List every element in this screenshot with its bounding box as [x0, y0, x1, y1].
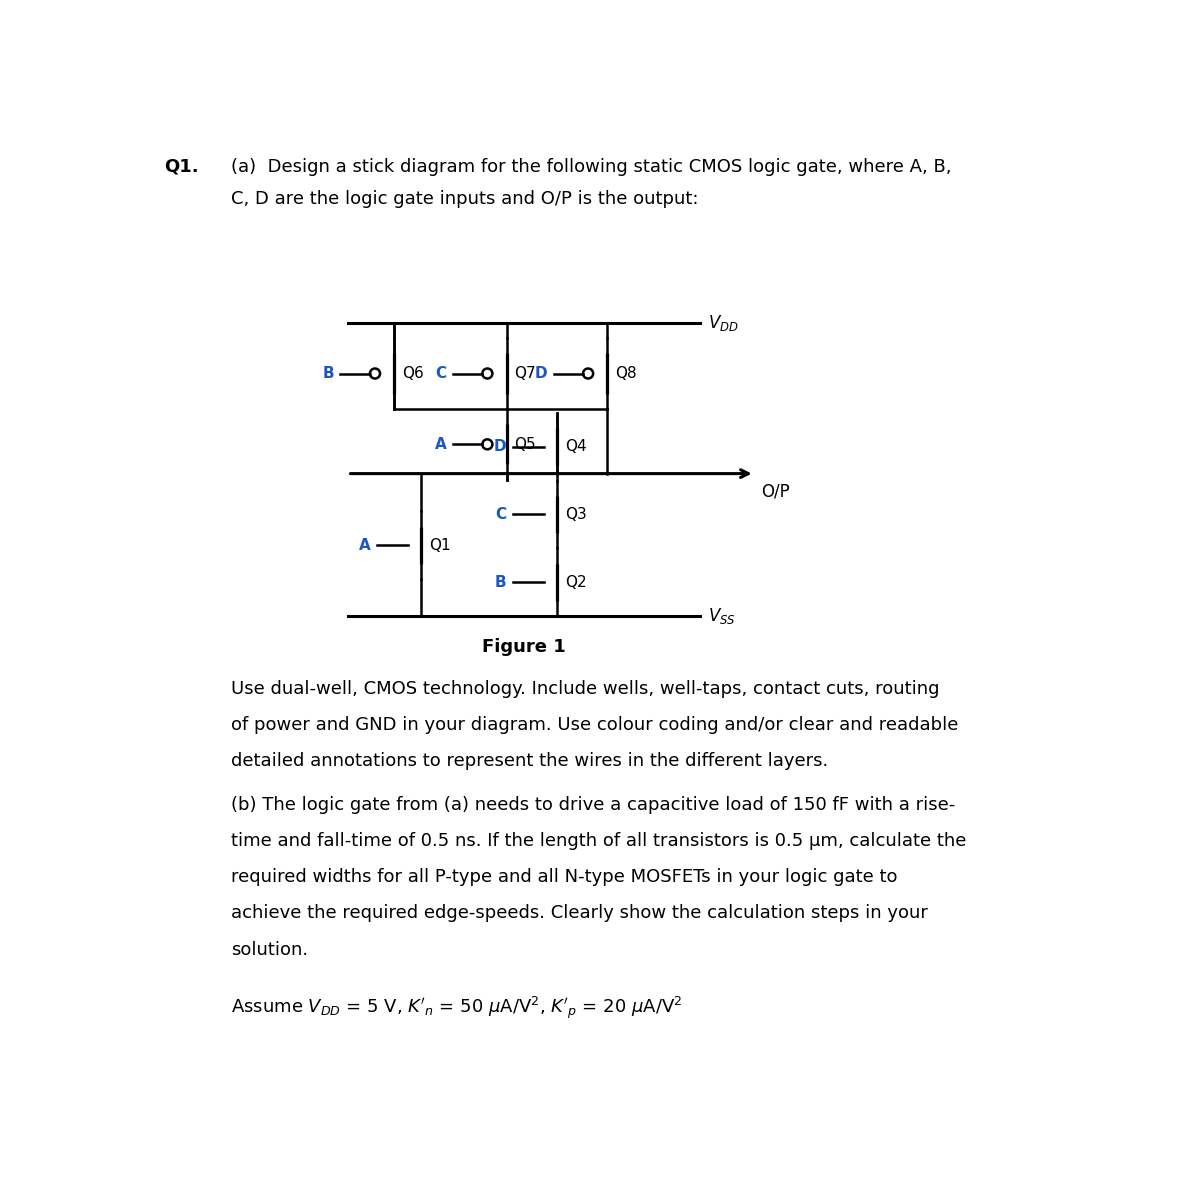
Text: $V_{SS}$: $V_{SS}$ [708, 607, 736, 626]
Text: D: D [535, 367, 547, 381]
Text: C: C [496, 507, 506, 522]
Text: Q7: Q7 [515, 367, 536, 381]
Text: time and fall-time of 0.5 ns. If the length of all transistors is 0.5 μm, calcul: time and fall-time of 0.5 ns. If the len… [232, 832, 967, 850]
Text: required widths for all P-type and all N-type MOSFETs in your logic gate to: required widths for all P-type and all N… [232, 868, 898, 886]
Text: C: C [436, 367, 446, 381]
Text: A: A [434, 437, 446, 451]
Text: B: B [496, 574, 506, 590]
Text: O/P: O/P [761, 482, 790, 500]
Text: B: B [323, 367, 335, 381]
Text: Q3: Q3 [565, 507, 587, 522]
Text: Q1.: Q1. [164, 158, 198, 176]
Text: Use dual-well, CMOS technology. Include wells, well-taps, contact cuts, routing: Use dual-well, CMOS technology. Include … [232, 679, 940, 698]
Text: $V_{DD}$: $V_{DD}$ [708, 314, 739, 333]
Text: Q2: Q2 [565, 574, 587, 590]
Text: Q6: Q6 [402, 367, 424, 381]
Text: Q1: Q1 [430, 537, 451, 553]
Text: detailed annotations to represent the wires in the different layers.: detailed annotations to represent the wi… [232, 752, 829, 770]
Text: Assume $V_{DD}$ = 5 V, $K'_n$ = 50 $\mu$A/V$^2$, $K'_p$ = 20 $\mu$A/V$^2$: Assume $V_{DD}$ = 5 V, $K'_n$ = 50 $\mu$… [232, 995, 683, 1021]
Text: Figure 1: Figure 1 [482, 638, 566, 656]
Text: solution.: solution. [232, 941, 308, 959]
Text: Q8: Q8 [616, 367, 637, 381]
Text: (b) The logic gate from (a) needs to drive a capacitive load of 150 fF with a ri: (b) The logic gate from (a) needs to dri… [232, 795, 955, 814]
Text: (a)  Design a stick diagram for the following static CMOS logic gate, where A, B: (a) Design a stick diagram for the follo… [232, 158, 952, 176]
Text: Q5: Q5 [515, 437, 536, 451]
Text: of power and GND in your diagram. Use colour coding and/or clear and readable: of power and GND in your diagram. Use co… [232, 716, 959, 734]
Text: A: A [359, 537, 371, 553]
Text: D: D [494, 439, 506, 454]
Text: Q4: Q4 [565, 439, 587, 454]
Text: achieve the required edge-speeds. Clearly show the calculation steps in your: achieve the required edge-speeds. Clearl… [232, 904, 929, 922]
Text: C, D are the logic gate inputs and O/P is the output:: C, D are the logic gate inputs and O/P i… [232, 190, 698, 208]
